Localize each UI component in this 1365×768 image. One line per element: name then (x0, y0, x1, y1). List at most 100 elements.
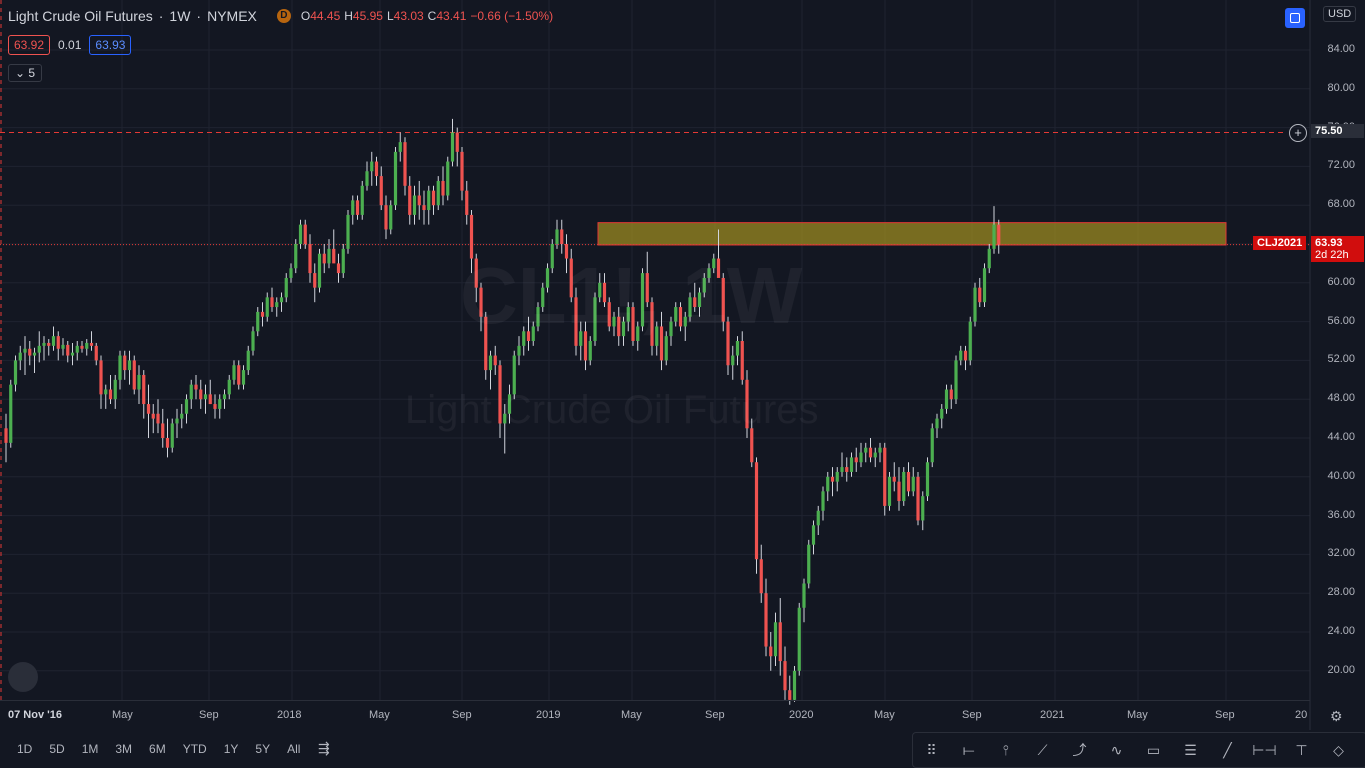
interval-label[interactable]: 1W (169, 8, 191, 24)
bar-countdown: 2d 22h (1315, 249, 1349, 261)
price-range-icon[interactable]: ⊤ (1295, 741, 1308, 758)
candle-body (769, 646, 773, 657)
indicators-collapse-button[interactable]: ⌄ 5 (8, 64, 43, 82)
line-icon[interactable]: ╱ (1223, 741, 1232, 758)
symbol-name[interactable]: Light Crude Oil Futures (8, 8, 153, 24)
candle-body (460, 151, 464, 191)
price-tick-label: 44.00 (1327, 431, 1355, 443)
candle-body (792, 670, 797, 700)
candle-body (104, 389, 108, 395)
watermark-ticker: CL1!, 1W (460, 251, 803, 340)
time-axis[interactable]: 07 Nov '16 May Sep 2018 May Sep 2019 May Sep 2020… (0, 700, 1310, 731)
drawing-toolbar: ⠿ ⟝ ⫯ ⟋ ⤴ ∿ ▭ ☰ ╱ ⊢⊣ ⊤ ◇ (912, 732, 1365, 768)
rectangle-icon[interactable]: ▭ (1146, 741, 1161, 758)
alert-price-tag[interactable]: 75.50 (1311, 124, 1364, 138)
candle-body (773, 622, 778, 657)
candle-body (165, 438, 170, 448)
candle-body (85, 342, 89, 349)
candle-body (218, 399, 222, 409)
price-tick-label: 60.00 (1327, 275, 1355, 288)
candle-body (631, 307, 635, 341)
candle-body (37, 345, 41, 353)
range-button-3m[interactable]: 3M (115, 742, 133, 756)
price-tick-label: 32.00 (1327, 547, 1355, 560)
candle-body (650, 302, 654, 346)
candle-body (94, 345, 98, 361)
candle-body (702, 277, 706, 293)
date-range-icon[interactable]: ⊢⊣ (1252, 741, 1277, 758)
candle-body (906, 471, 911, 492)
resistance-zone[interactable] (597, 222, 1227, 246)
curve-icon[interactable]: ∿ (1110, 741, 1123, 758)
separator: · (196, 8, 202, 24)
add-alert-icon[interactable]: + (1289, 124, 1307, 142)
price-tick-label: 36.00 (1327, 508, 1355, 521)
symbol-legend: Light Crude Oil Futures · 1W · NYMEX D O… (8, 8, 557, 24)
candle-body (422, 205, 426, 211)
range-button-all[interactable]: All (287, 742, 301, 756)
bottom-toolbar: 1D 5D 1M 3M 6M YTD 1Y 5Y All ⇶ ⠿ ⟝ ⫯ ⟋ ⤴ ∿ ▭ ☰ ╱ ⊢⊣ ⊤ ◇ (0, 730, 1365, 768)
open-label: O (300, 9, 311, 23)
time-tick-label: May (874, 709, 895, 721)
vertical-line-icon[interactable]: ⫯ (1002, 741, 1009, 758)
candle-body (322, 253, 326, 264)
range-button-ytd[interactable]: YTD (182, 742, 207, 756)
sell-price-button[interactable]: 63.92 (8, 35, 51, 55)
candle-body (284, 277, 288, 298)
grip-icon[interactable]: ⠿ (926, 741, 937, 758)
price-tick-label: 84.00 (1327, 43, 1355, 55)
parallel-channel-icon[interactable]: ☰ (1184, 741, 1197, 758)
candle-body (355, 200, 360, 215)
candle-body (479, 287, 483, 317)
delayed-badge[interactable]: D (276, 9, 291, 23)
candle-body (735, 341, 740, 356)
horizontal-ray-icon[interactable]: ⟝ (962, 741, 975, 758)
range-button-1y[interactable]: 1Y (223, 742, 239, 756)
candle-body (180, 413, 184, 419)
candle-body (902, 471, 906, 502)
candle-body (826, 476, 830, 492)
range-button-1m[interactable]: 1M (81, 742, 99, 756)
candle-body (431, 190, 436, 206)
time-tick-label: 07 Nov '16 (8, 709, 62, 721)
range-button-1d[interactable]: 1D (17, 742, 33, 756)
path-icon[interactable]: ⤴ (1072, 742, 1087, 758)
tradingview-logo-icon[interactable] (8, 662, 38, 692)
candle-body (151, 413, 155, 419)
spread-value: 0.01 (58, 38, 82, 52)
candle-body (237, 365, 241, 385)
candle-body (80, 345, 84, 349)
candle-body (412, 195, 417, 215)
range-button-6m[interactable]: 6M (149, 742, 166, 756)
ellipse-icon[interactable]: ◇ (1333, 741, 1344, 758)
candle-body (137, 374, 141, 390)
candle-body (199, 389, 203, 400)
trend-line-icon[interactable]: ⟋ (1037, 741, 1048, 758)
time-tick-label: Sep (705, 709, 725, 721)
candle-body (550, 244, 554, 269)
candle-body (32, 352, 37, 356)
range-button-5y[interactable]: 5Y (255, 742, 271, 756)
last-price-tag: 63.93 2d 22h (1311, 236, 1364, 262)
candle-body (469, 214, 474, 259)
candle-body (113, 379, 117, 400)
buy-price-button[interactable]: 63.93 (89, 35, 132, 55)
candle-body (821, 491, 825, 511)
maximize-button[interactable] (1285, 8, 1305, 28)
price-tick-label: 56.00 (1327, 314, 1355, 327)
chevron-down-icon: ⌄ (15, 66, 26, 80)
contract-tag: CLJ2021 (1253, 236, 1307, 250)
currency-button[interactable]: USD (1323, 6, 1357, 22)
high-value: 45.95 (352, 9, 383, 23)
candle-body (398, 142, 402, 152)
candle-body (28, 348, 32, 356)
candle-body (441, 180, 445, 196)
goto-date-icon[interactable]: ⇶ (318, 740, 330, 756)
settings-gear-icon[interactable]: ⚙ (1330, 708, 1343, 724)
candle-body (940, 408, 944, 419)
candle-body (289, 268, 293, 278)
range-button-5d[interactable]: 5D (49, 742, 65, 756)
candle-body (89, 342, 94, 346)
candle-body (270, 297, 274, 308)
